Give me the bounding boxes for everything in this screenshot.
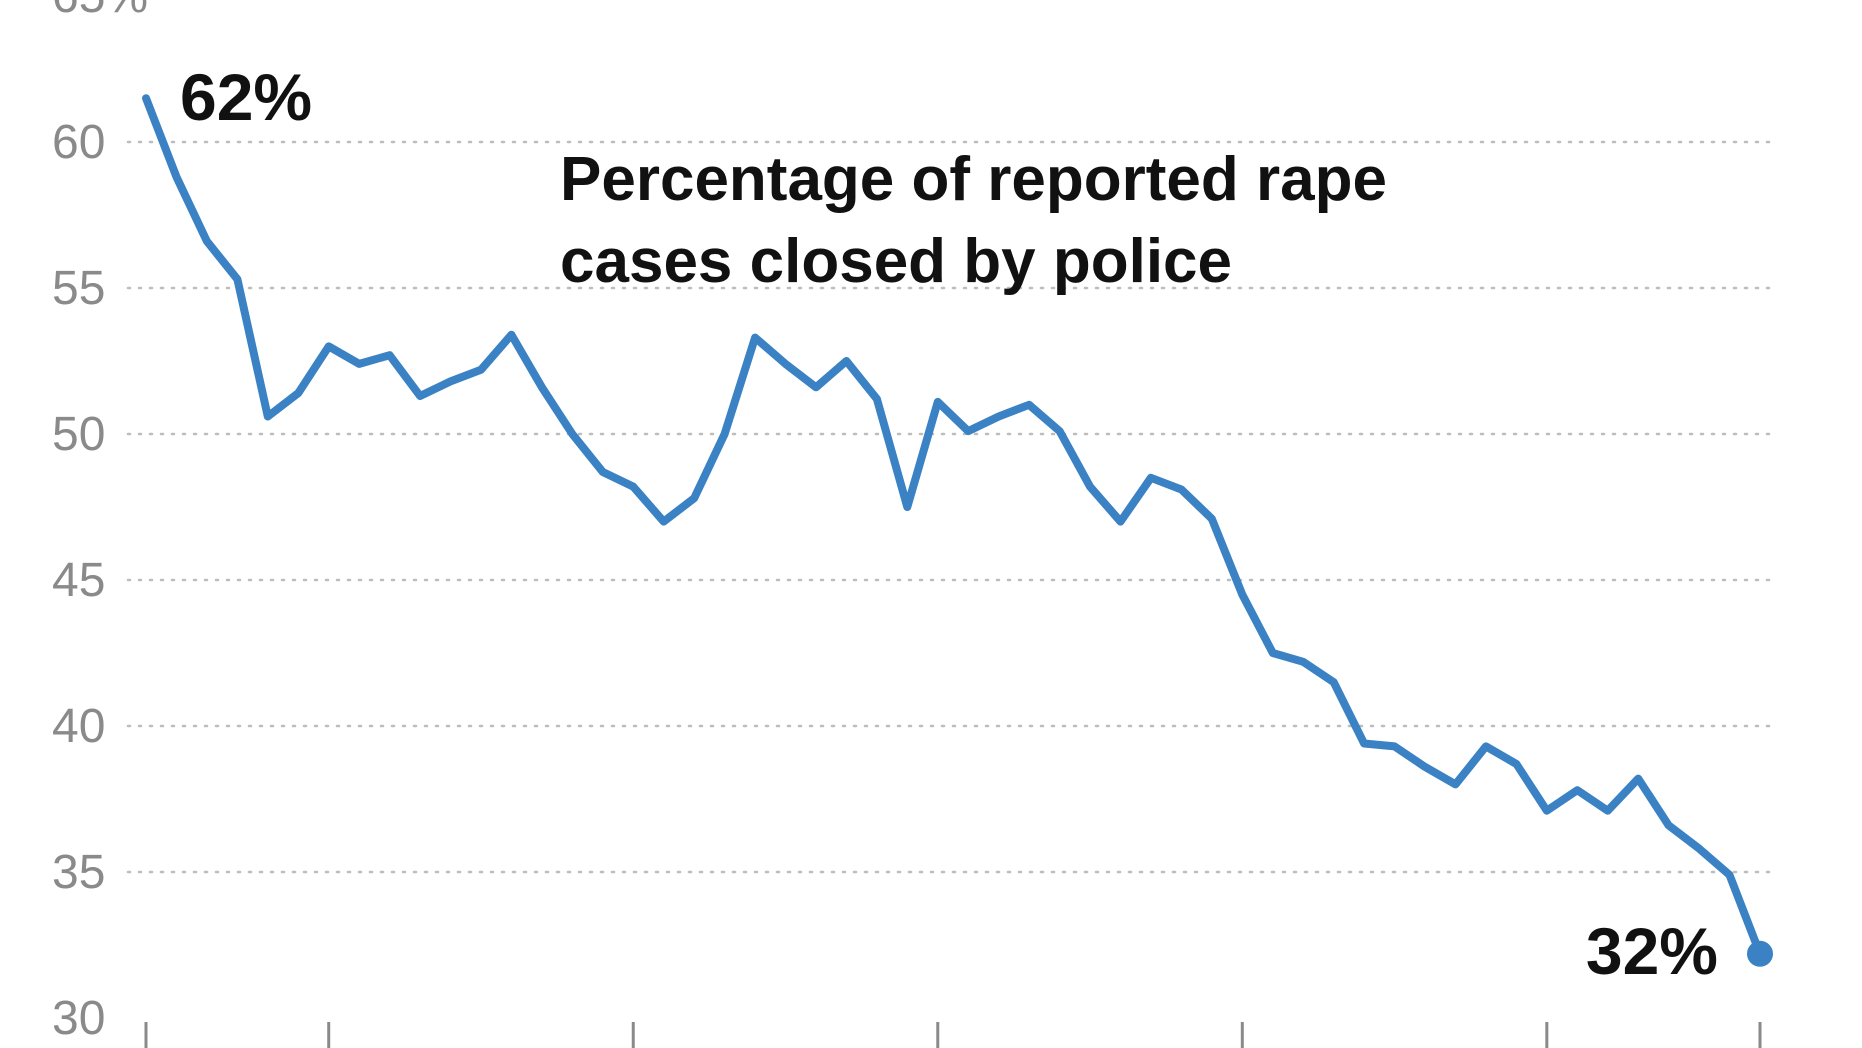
y-tick-label: 40 bbox=[52, 700, 105, 753]
y-tick-label: 45 bbox=[52, 554, 105, 607]
chart-title: Percentage of reported rape cases closed… bbox=[560, 145, 1404, 296]
series-line-closure-rate bbox=[142, 94, 1764, 958]
y-tick-label: 60 bbox=[52, 116, 105, 169]
y-tick-label: 30 bbox=[52, 992, 105, 1045]
y-tick-label: 65% bbox=[52, 0, 148, 23]
gridlines bbox=[126, 140, 1780, 874]
x-axis-ticks bbox=[144, 1022, 1762, 1048]
end-value-label: 32% bbox=[1586, 914, 1718, 988]
chart-title-line-1: Percentage of reported rape bbox=[560, 145, 1387, 214]
start-value-label: 62% bbox=[180, 60, 312, 134]
end-point-marker bbox=[1747, 940, 1773, 967]
y-tick-label: 55 bbox=[52, 262, 105, 315]
y-tick-label: 50 bbox=[52, 408, 105, 461]
chart-title-line-2: cases closed by police bbox=[560, 227, 1232, 296]
y-axis-tick-labels: 30 35 40 45 50 55 60 65% bbox=[52, 0, 148, 1045]
y-tick-label: 35 bbox=[52, 846, 105, 899]
